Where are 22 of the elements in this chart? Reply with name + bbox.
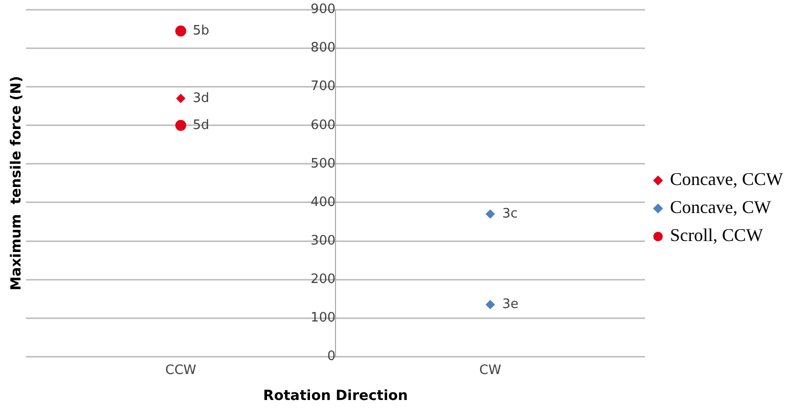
legend-label: Concave, CW <box>670 197 772 218</box>
y-tick-label: 500 <box>310 156 336 172</box>
x-tick-label: CCW <box>165 362 196 378</box>
annotation: 3d <box>192 90 210 106</box>
y-tick-label: 900 <box>310 2 336 18</box>
legend-label: Concave, CCW <box>670 169 784 190</box>
y-tick-label: 0 <box>327 348 336 364</box>
annotation: 5d <box>192 118 210 133</box>
y-tick-label: 100 <box>310 310 336 326</box>
x-tick-label: CW <box>479 362 502 378</box>
y-tick-label: 800 <box>310 40 336 56</box>
y-tick-label: 600 <box>310 118 336 133</box>
annotation: 3e <box>502 296 519 312</box>
y-tick-label: 300 <box>310 233 336 248</box>
legend-label: Scroll, CCW <box>670 225 764 246</box>
x-axis-title: Rotation Direction <box>263 388 408 404</box>
y-tick-label: 200 <box>310 272 336 287</box>
annotation: 3c <box>502 206 518 222</box>
y-tick-label: 400 <box>310 194 336 210</box>
y-axis-title: Maximum tensile force (N) <box>8 76 25 290</box>
y-tick-label: 700 <box>310 79 336 94</box>
annotation: 5b <box>192 23 210 38</box>
